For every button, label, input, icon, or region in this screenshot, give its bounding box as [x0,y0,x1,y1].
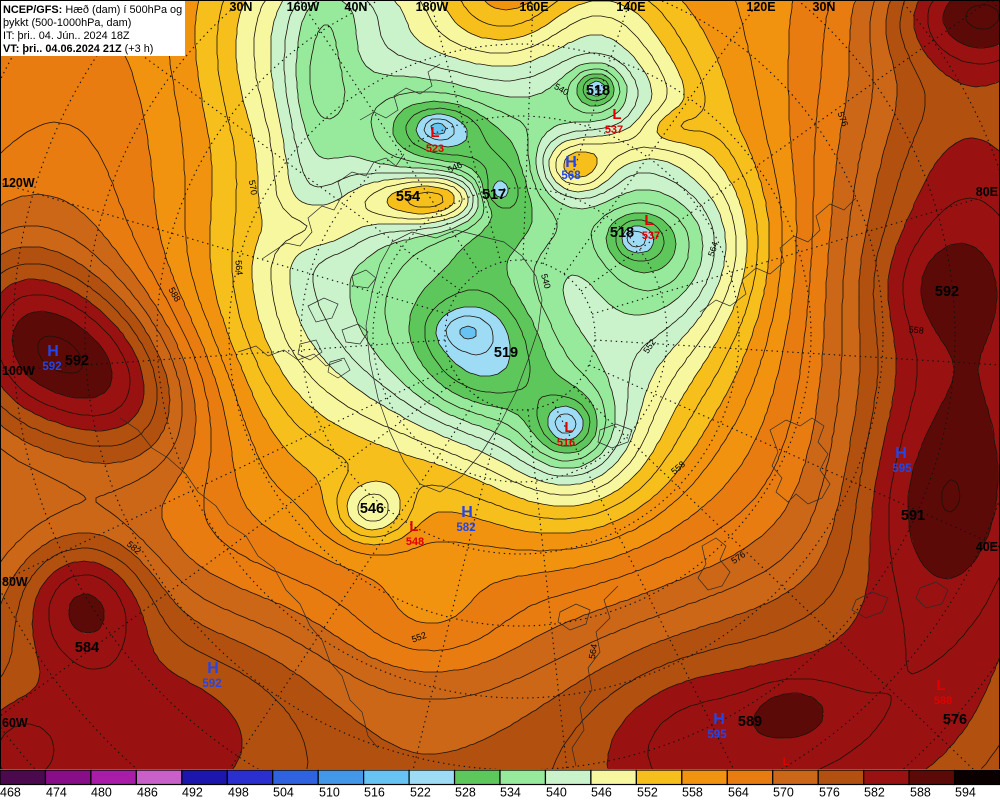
svg-text:564: 564 [728,786,749,800]
svg-text:595: 595 [707,729,727,741]
svg-text:548: 548 [406,536,424,548]
svg-text:564: 564 [706,240,720,257]
svg-text:595: 595 [892,463,912,475]
svg-text:540: 540 [539,273,553,290]
svg-text:H: H [713,711,725,728]
svg-text:498: 498 [228,786,249,800]
svg-text:568: 568 [561,170,581,182]
svg-text:140E: 140E [616,0,645,14]
svg-text:516: 516 [557,437,575,449]
svg-text:554: 554 [396,189,420,205]
svg-text:L: L [936,677,945,694]
svg-text:558: 558 [908,324,924,335]
svg-text:IT: þri.. 04. Jún.. 2024 18Z: IT: þri.. 04. Jún.. 2024 18Z [3,30,130,42]
svg-text:576: 576 [943,712,967,728]
svg-text:H: H [895,445,907,462]
svg-text:30N: 30N [230,0,253,14]
svg-text:592: 592 [65,353,89,369]
svg-text:540: 540 [546,786,567,800]
svg-text:H: H [461,504,473,521]
svg-text:60W: 60W [2,716,28,730]
svg-text:558: 558 [682,786,703,800]
svg-text:552: 552 [410,630,428,645]
svg-text:30N: 30N [813,0,836,14]
svg-text:474: 474 [46,786,67,800]
svg-text:576: 576 [819,786,840,800]
svg-text:588: 588 [934,695,952,707]
svg-text:570: 570 [247,179,259,196]
svg-text:584: 584 [75,640,99,656]
svg-text:552: 552 [637,786,658,800]
svg-text:L: L [783,756,790,768]
svg-text:160E: 160E [519,0,548,14]
svg-text:518: 518 [610,225,634,241]
svg-text:þykkt (500-1000hPa, dam): þykkt (500-1000hPa, dam) [3,17,131,29]
svg-text:537: 537 [605,124,623,136]
svg-text:486: 486 [137,786,158,800]
svg-text:80E: 80E [976,185,998,199]
svg-text:588: 588 [910,786,931,800]
svg-text:492: 492 [182,786,203,800]
svg-text:468: 468 [0,786,21,800]
svg-text:L: L [612,106,621,123]
svg-text:100W: 100W [2,364,35,378]
svg-text:537: 537 [642,230,660,242]
svg-text:564: 564 [233,260,244,276]
svg-text:L: L [430,124,439,141]
svg-text:504: 504 [273,786,294,800]
svg-text:528: 528 [455,786,476,800]
svg-text:564: 564 [587,643,599,660]
svg-text:40E: 40E [976,540,998,554]
svg-text:594: 594 [955,786,976,800]
svg-text:570: 570 [773,786,794,800]
svg-text:592: 592 [42,361,61,373]
svg-text:120E: 120E [746,0,775,14]
svg-text:NCEP/GFS: Hæð (dam) í 500hPa o: NCEP/GFS: Hæð (dam) í 500hPa og [3,4,182,16]
svg-text:518: 518 [586,83,610,99]
svg-text:519: 519 [494,345,518,361]
svg-text:592: 592 [202,678,221,690]
svg-text:516: 516 [364,786,385,800]
svg-text:H: H [207,660,219,677]
svg-text:120W: 120W [2,176,35,190]
svg-text:160W: 160W [287,0,320,14]
svg-text:180W: 180W [416,0,449,14]
svg-text:534: 534 [500,786,521,800]
svg-text:VT: þri.. 04.06.2024 21Z (+3 h: VT: þri.. 04.06.2024 21Z (+3 h) [3,43,153,55]
svg-text:592: 592 [935,284,959,300]
svg-text:L: L [644,212,653,229]
svg-text:582: 582 [864,786,885,800]
svg-text:546: 546 [591,786,612,800]
svg-text:480: 480 [91,786,112,800]
svg-text:H: H [565,154,577,171]
svg-text:H: H [47,343,59,360]
svg-text:510: 510 [319,786,340,800]
svg-text:576: 576 [836,110,851,128]
svg-text:L: L [564,419,573,436]
svg-text:589: 589 [738,714,762,730]
svg-text:522: 522 [410,786,431,800]
svg-text:517: 517 [482,187,506,203]
svg-text:40N: 40N [345,0,368,14]
svg-text:582: 582 [456,522,475,534]
svg-text:591: 591 [901,508,925,524]
svg-text:L: L [409,518,418,535]
svg-text:80W: 80W [2,575,28,589]
svg-text:523: 523 [426,143,444,155]
svg-text:546: 546 [360,501,384,517]
